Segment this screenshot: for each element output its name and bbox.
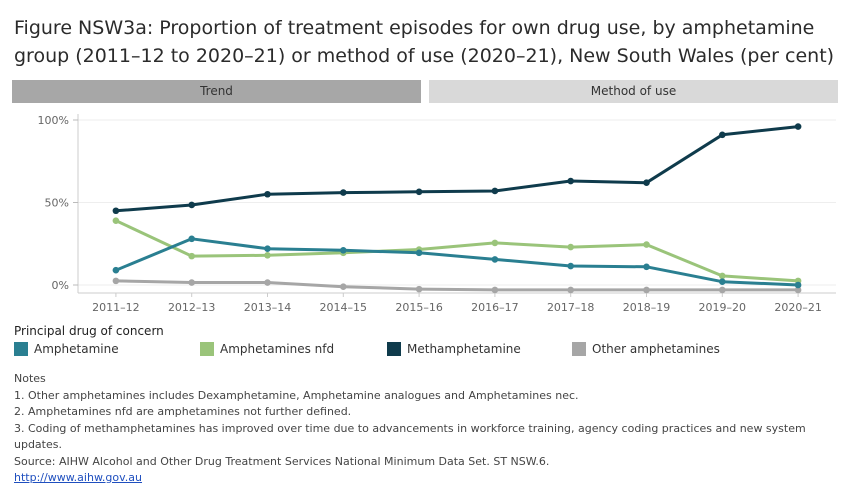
legend-item-other-amphetamines[interactable]: Other amphetamines [572,342,720,356]
data-point[interactable] [264,245,271,252]
data-point[interactable] [415,285,423,293]
legend-item-amphetamines-nfd[interactable]: Amphetamines nfd [200,342,334,356]
data-point[interactable] [567,243,574,251]
note-line: 1. Other amphetamines includes Dexamphet… [14,388,579,402]
data-point[interactable] [415,188,423,196]
data-point[interactable] [188,252,195,260]
tab-method-of-use[interactable]: Method of use [429,80,838,103]
data-point[interactable] [794,123,802,130]
aihw-link[interactable]: http://www.aihw.gov.au [14,471,143,484]
notes-heading: Notes [14,372,46,385]
data-point[interactable] [188,201,195,209]
notes-section: Notes 1. Other amphetamines includes Dex… [14,371,834,487]
legend-label: Other amphetamines [592,342,720,356]
data-point[interactable] [719,286,726,294]
legend-item-amphetamine[interactable]: Amphetamine [14,342,119,356]
x-tick-label: 2014–15 [320,301,368,314]
data-point[interactable] [112,277,120,285]
legend-swatch [572,342,586,356]
data-point[interactable] [719,131,726,139]
data-point[interactable] [794,281,802,289]
legend-item-methamphetamine[interactable]: Methamphetamine [387,342,521,356]
data-point[interactable] [491,187,499,195]
series-line[interactable] [115,279,799,292]
y-tick-label: 0% [52,279,69,292]
x-tick-label: 2015–16 [395,301,443,314]
data-point[interactable] [340,189,347,196]
legend-swatch [14,342,28,356]
source-text: Source: AIHW Alcohol and Other Drug Trea… [14,454,550,468]
x-tick-label: 2017–18 [547,301,595,314]
series-line[interactable] [115,237,799,287]
data-point[interactable] [491,286,499,294]
data-point[interactable] [264,279,271,286]
data-point[interactable] [340,247,347,254]
data-point[interactable] [491,256,499,263]
data-point[interactable] [643,241,650,248]
x-tick-label: 2016–17 [471,301,519,314]
legend-swatch [200,342,214,356]
x-tick-label: 2011–12 [92,301,140,314]
series-line[interactable] [115,219,799,283]
data-point[interactable] [188,235,195,243]
data-point[interactable] [643,179,650,186]
y-tick-label: 100% [38,114,69,127]
data-point[interactable] [719,278,726,285]
x-tick-label: 2020–21 [774,301,822,314]
x-tick-label: 2012–13 [168,301,216,314]
data-point[interactable] [112,207,120,215]
data-point[interactable] [643,263,650,271]
data-point[interactable] [340,283,347,290]
tab-trend[interactable]: Trend [12,80,421,103]
data-point[interactable] [188,279,195,286]
legend-swatch [387,342,401,356]
x-tick-label: 2018–19 [623,301,671,314]
data-point[interactable] [264,190,271,198]
data-point[interactable] [719,272,726,280]
line-chart: 0% 50% 100% 2011–12 2012–13 2013–14 2014–15 20… [38,114,836,314]
data-point[interactable] [112,217,120,224]
note-line: 2. Amphetamines nfd are amphetamines not… [14,405,352,418]
legend-label: Amphetamine [34,342,119,356]
data-point[interactable] [567,286,574,294]
data-point[interactable] [264,252,271,259]
y-tick-label: 50% [45,197,69,210]
chart-title: Figure NSW3a: Proportion of treatment ep… [14,17,835,67]
data-point[interactable] [567,262,574,270]
series-line[interactable] [115,125,799,213]
data-point[interactable] [112,266,120,274]
data-point[interactable] [491,239,499,247]
x-tick-label: 2013–14 [244,301,292,314]
data-point[interactable] [643,286,650,294]
x-tick-label: 2019–20 [699,301,747,314]
legend-label: Amphetamines nfd [220,342,335,356]
legend-label: Methamphetamine [407,342,521,356]
data-point[interactable] [794,286,802,294]
legend-title: Principal drug of concern [14,324,164,338]
data-point[interactable] [415,249,423,257]
note-line: 3. Coding of methamphetamines has improv… [14,421,806,452]
data-point[interactable] [567,177,574,185]
